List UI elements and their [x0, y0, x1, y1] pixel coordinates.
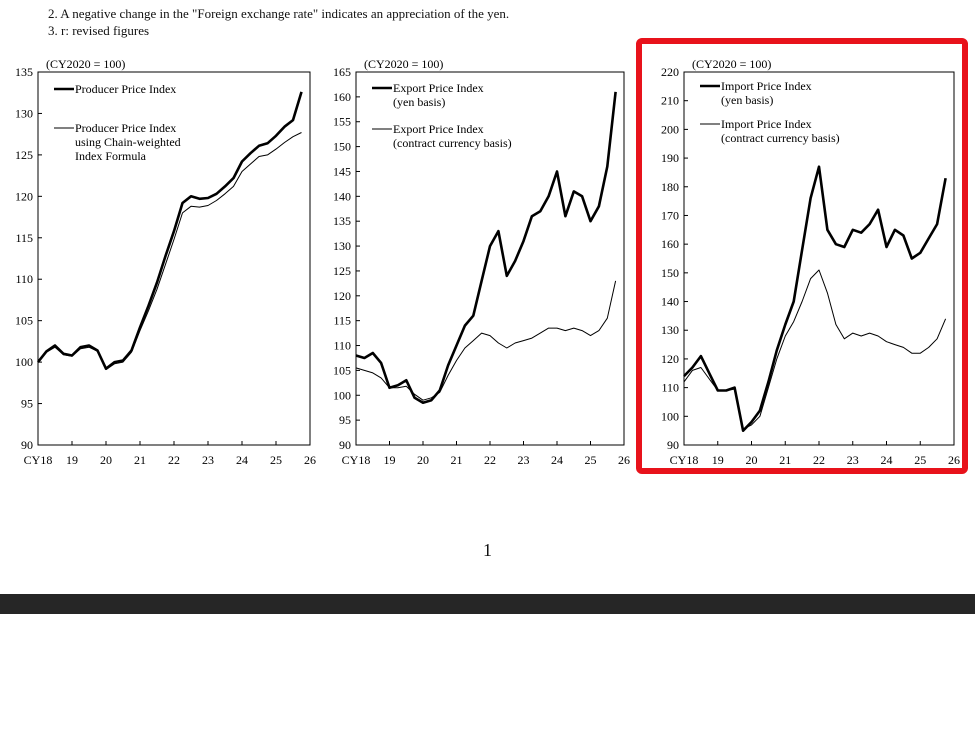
unit-label: (CY2020 = 100) [692, 57, 771, 71]
note-line-1: 2. A negative change in the "Foreign exc… [48, 6, 510, 21]
x-tick-label: 21 [134, 453, 146, 467]
y-tick-label: 110 [333, 339, 351, 353]
series-line-1 [355, 91, 617, 405]
y-tick-label: 90 [339, 438, 351, 452]
legend-label-2: using Chain-weighted [75, 135, 181, 149]
y-tick-label: 100 [333, 388, 351, 402]
y-tick-label: 115 [333, 314, 351, 328]
x-tick-label: CY18 [342, 453, 371, 467]
x-tick-label: 19 [66, 453, 78, 467]
x-tick-label: 21 [451, 453, 463, 467]
legend-label-1: Export Price Index [393, 81, 484, 95]
y-tick-label: 125 [333, 264, 351, 278]
producer-price-index-chart: (CY2020 = 100) 90 95 100 105 110 115 120 125 130 1… [15, 57, 316, 467]
y-tick-label: 210 [661, 94, 679, 108]
y-tick-label: 140 [333, 189, 351, 203]
legend-label-2: (contract currency basis) [721, 131, 840, 145]
legend-label-1: Import Price Index [721, 79, 812, 93]
plot-frame [37, 71, 311, 446]
x-tick-label: 23 [847, 453, 859, 467]
y-tick-label: 90 [21, 438, 33, 452]
y-tick-label: 105 [15, 314, 33, 328]
plot-frame [683, 71, 955, 446]
x-tick-label: 24 [236, 453, 248, 467]
legend-label-1: Producer Price Index [75, 82, 176, 96]
x-tick-label: 26 [304, 453, 316, 467]
y-tick-label: 200 [661, 122, 679, 136]
x-tick-label: 25 [585, 453, 597, 467]
x-tick-label: 22 [813, 453, 825, 467]
legend-label-2: Export Price Index [393, 122, 484, 136]
export-price-index-chart: (CY2020 = 100) 90 95 100 105 110 115 120 125 130 1… [333, 57, 630, 467]
page-number: 1 [483, 540, 492, 560]
legend-label-1: (yen basis) [393, 95, 445, 109]
x-tick-label: 23 [518, 453, 530, 467]
y-tick-label: 110 [15, 272, 33, 286]
y-tick-label: 105 [333, 363, 351, 377]
y-tick-label: 130 [661, 323, 679, 337]
unit-label: (CY2020 = 100) [364, 57, 443, 71]
y-tick-label: 135 [15, 65, 33, 79]
legend-label-2: Import Price Index [721, 117, 812, 131]
y-tick-label: 115 [15, 231, 33, 245]
y-tick-label: 135 [333, 214, 351, 228]
y-tick-label: 170 [661, 208, 679, 222]
y-tick-label: 160 [661, 237, 679, 251]
x-tick-label: 26 [618, 453, 630, 467]
x-tick-label: CY18 [24, 453, 53, 467]
y-tick-label: 95 [339, 413, 351, 427]
x-tick-label: 24 [551, 453, 563, 467]
x-tick-label: 22 [168, 453, 180, 467]
legend-label-2: (contract currency basis) [393, 136, 512, 150]
y-tick-label: 150 [333, 140, 351, 154]
legend-label-2: Index Formula [75, 149, 147, 163]
x-tick-label: 22 [484, 453, 496, 467]
unit-label: (CY2020 = 100) [46, 57, 125, 71]
legend-label-1: (yen basis) [721, 93, 773, 107]
y-tick-label: 130 [15, 106, 33, 120]
highlight-box [636, 38, 968, 474]
import-price-index-chart: (CY2020 = 100) 90 100 110 120 130 140 150 160 170… [661, 57, 960, 467]
y-tick-label: 130 [333, 239, 351, 253]
x-tick-label: 20 [100, 453, 112, 467]
series-line-2 [355, 280, 617, 401]
x-tick-label: 20 [746, 453, 758, 467]
y-tick-label: 100 [661, 409, 679, 423]
y-tick-label: 220 [661, 65, 679, 79]
y-tick-label: 100 [15, 355, 33, 369]
y-tick-label: 95 [21, 397, 33, 411]
x-tick-label: 25 [270, 453, 282, 467]
x-tick-label: 24 [881, 453, 893, 467]
y-tick-label: 120 [15, 189, 33, 203]
x-tick-label: 19 [384, 453, 396, 467]
y-tick-label: 110 [661, 381, 679, 395]
x-tick-label: 20 [417, 453, 429, 467]
series-line-2 [683, 269, 947, 430]
viewer-toolbar [0, 594, 975, 614]
legend-label-2: Producer Price Index [75, 121, 176, 135]
y-tick-label: 160 [333, 90, 351, 104]
x-tick-label: 26 [948, 453, 960, 467]
x-tick-label: 21 [779, 453, 791, 467]
y-tick-label: 150 [661, 266, 679, 280]
y-tick-label: 140 [661, 295, 679, 309]
y-tick-label: 120 [661, 352, 679, 366]
y-tick-label: 165 [333, 65, 351, 79]
x-tick-label: 23 [202, 453, 214, 467]
x-tick-label: 25 [914, 453, 926, 467]
x-tick-label: CY18 [670, 453, 699, 467]
x-tick-label: 19 [712, 453, 724, 467]
y-tick-label: 190 [661, 151, 679, 165]
y-tick-label: 125 [15, 148, 33, 162]
y-tick-label: 180 [661, 180, 679, 194]
y-tick-label: 120 [333, 289, 351, 303]
note-line-2: 3. r: revised figures [48, 23, 150, 38]
y-tick-label: 155 [333, 115, 351, 129]
y-tick-label: 90 [667, 438, 679, 452]
series-line-2 [37, 132, 302, 371]
y-tick-label: 145 [333, 164, 351, 178]
series-line-1 [36, 91, 303, 371]
